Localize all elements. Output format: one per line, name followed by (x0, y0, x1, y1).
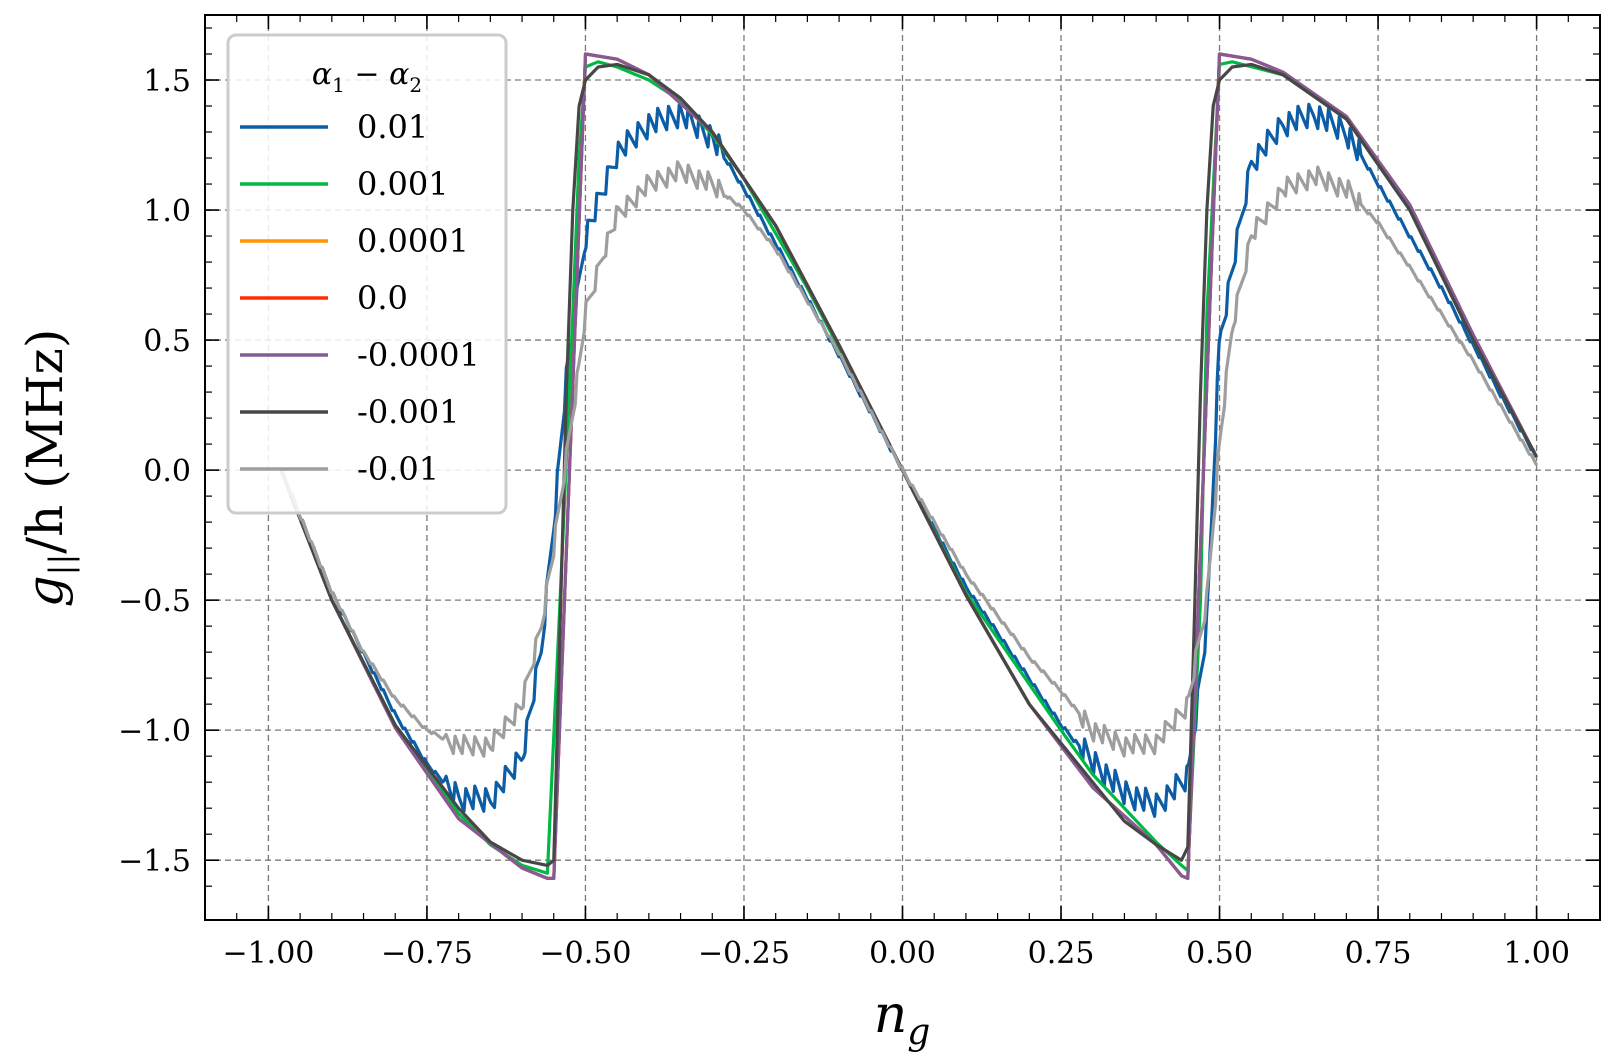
x-tick-label-4: 0.00 (869, 936, 936, 971)
x-axis-label: ng (874, 985, 931, 1053)
legend-label-0.001: 0.001 (357, 165, 449, 203)
legend-label--0.0001: -0.0001 (357, 336, 480, 374)
legend-label-0.0: 0.0 (357, 279, 408, 317)
legend: α1 − α2 0.01 0.001 0.0001 0.0 -0.0001 -0.001 -… (226, 33, 508, 515)
x-tick-label-7: 0.75 (1345, 936, 1412, 971)
legend-label-0.0001: 0.0001 (357, 222, 469, 260)
x-tick-labels: −1.00 −0.75 −0.50 −0.25 0.00 0.25 0.50 0.75 1.00 (222, 936, 1570, 971)
y-tick-label-4: 0.5 (143, 324, 191, 359)
y-tick-labels: −1.5 −1.0 −0.5 0.0 0.5 1.0 1.5 (118, 64, 191, 879)
axis-ticks (204, 15, 1601, 920)
x-tick-label-8: 1.00 (1503, 936, 1570, 971)
x-tick-label-1: −0.75 (381, 936, 473, 971)
legend-box (226, 33, 508, 515)
y-tick-label-5: 1.0 (143, 194, 191, 229)
legend-label-0.01: 0.01 (357, 108, 428, 146)
series-layer (279, 52, 1539, 880)
y-tick-label-1: −1.0 (118, 714, 191, 749)
y-tick-label-2: −0.5 (118, 584, 191, 619)
y-tick-label-3: 0.0 (143, 454, 191, 489)
y-tick-label-6: 1.5 (143, 64, 191, 99)
series-line--0.001 (279, 62, 1539, 867)
legend-label--0.001: -0.001 (357, 393, 459, 431)
legend-label--0.01: -0.01 (357, 450, 439, 488)
legend-entries: 0.01 0.001 0.0001 0.0 -0.0001 -0.001 -0.01 (240, 108, 480, 488)
legend-title: α1 − α2 (312, 57, 422, 97)
series-line--0.01 (279, 160, 1539, 758)
x-tick-label-6: 0.50 (1186, 936, 1253, 971)
y-tick-label-0: −1.5 (118, 844, 191, 879)
x-tick-label-2: −0.50 (539, 936, 631, 971)
x-tick-label-5: 0.25 (1028, 936, 1095, 971)
x-tick-label-0: −1.00 (222, 936, 314, 971)
y-axis-label: g||/h (MHz) (16, 329, 80, 608)
x-tick-label-3: −0.25 (698, 936, 790, 971)
